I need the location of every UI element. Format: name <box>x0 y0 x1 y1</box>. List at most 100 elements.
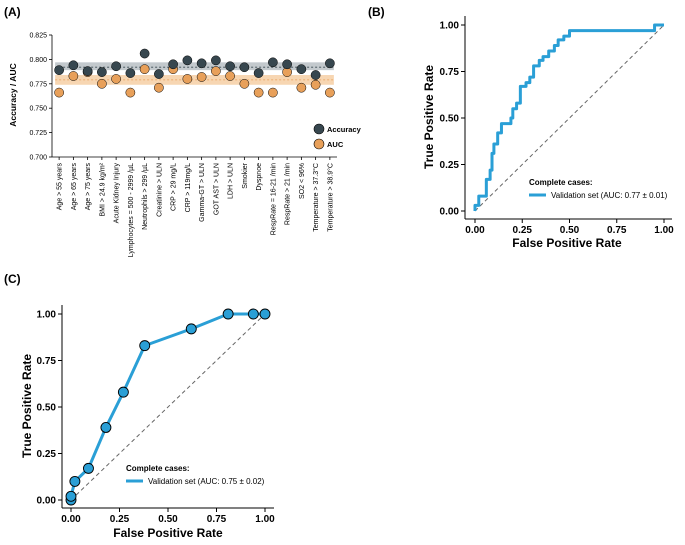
panel-a-point-accuracy <box>211 55 221 66</box>
panel-a-xtick-label: Temperature > 38.9°C <box>326 163 334 232</box>
roc-ytick-label: 0.00 <box>37 496 57 507</box>
panel-a-point-accuracy <box>168 59 178 70</box>
panel-a-point-auc <box>296 82 307 93</box>
roc-xtick-label: 0.25 <box>110 514 130 525</box>
roc-xtick-label: 0.00 <box>465 225 485 236</box>
panel-a-point-accuracy <box>182 55 193 66</box>
panel-a-point-auc <box>310 79 321 90</box>
roc-point <box>69 475 81 487</box>
panel-a-point-auc <box>54 87 64 98</box>
panel-a-point-auc <box>196 72 207 82</box>
panel-a-background <box>52 35 337 158</box>
panel-a-point-accuracy <box>111 61 121 72</box>
panel-a-point-accuracy <box>325 58 335 69</box>
panel-a-ytick-label: 0.700 <box>29 155 47 162</box>
panel-b-legend-entry: Validation set (AUC: 0.77 ± 0.01) <box>551 191 668 200</box>
panel-a-point-accuracy <box>68 60 79 71</box>
panel-a-xtick-label: Gamma-GT > ULN <box>199 163 206 222</box>
panel-a-xtick-label: RespRate = 16-21 /min <box>270 163 277 235</box>
panel-a-point-auc <box>182 74 193 84</box>
panel-b-roc-chart: 0.00 0.25 0.50 0.75 1.00 0.00 0.25 0.50 0.75 1.00… <box>422 16 674 250</box>
panel-a-point-accuracy <box>54 65 64 75</box>
legend-auc-label: AUC <box>327 140 344 149</box>
panel-a-point-auc <box>211 66 221 76</box>
panel-a-xtick-label: Lymphocytes = 500 - 2999 /µL <box>128 163 135 257</box>
panel-a-point-auc <box>125 87 136 98</box>
roc-xtick-label: 0.50 <box>158 514 178 525</box>
panel-a-point-auc <box>253 87 264 98</box>
panel-a-ytick-label: 0.825 <box>29 33 47 40</box>
panel-a-point-accuracy <box>196 58 207 69</box>
panel-c-legend-entry: Validation set (AUC: 0.75 ± 0.02) <box>148 477 265 486</box>
panel-a-xtick-label: GOT AST > ULN <box>213 163 220 215</box>
panel-c-legend: Complete cases: Validation set (AUC: 0.7… <box>126 464 265 486</box>
roc-ytick-label: 1.00 <box>440 21 460 32</box>
panel-a-xtick-label: Age > 55 years <box>57 163 64 211</box>
panel-a-point-accuracy <box>239 62 250 73</box>
roc-point <box>222 308 234 320</box>
panel-a-y-axis-title: Accuracy / AUC <box>8 63 18 126</box>
roc-xtick-label: 0.75 <box>607 225 627 236</box>
roc-xtick-label: 1.00 <box>255 514 275 525</box>
roc-ytick-label: 0.75 <box>37 356 57 367</box>
panel-c-ticks: 0.00 0.25 0.50 0.75 1.00 0.00 0.25 0.50 0.75 1.00 <box>37 310 276 526</box>
roc-point <box>259 308 271 320</box>
panel-a-point-auc <box>239 78 250 89</box>
panel-a-point-auc <box>97 78 107 89</box>
panel-a-point-accuracy <box>253 68 264 78</box>
panel-a-accuracy-auc-chart: Accuracy / AUC 0.700 0.725 0.750 0.775 0.800… <box>8 33 362 258</box>
panel-a-ytick-label: 0.725 <box>29 130 47 137</box>
roc-ytick-label: 0.50 <box>37 403 57 414</box>
roc-ytick-label: 1.00 <box>37 310 57 321</box>
panel-a-point-accuracy <box>282 59 292 70</box>
panel-a-point-auc <box>268 87 278 98</box>
panel-a-point-accuracy <box>97 67 107 77</box>
panel-a-xtick-label: BMI > 24.9 kg/m² <box>99 162 106 216</box>
panel-a-ytick-label: 0.775 <box>29 81 47 88</box>
panel-a-xtick-label: Dyspnoe <box>256 163 263 191</box>
panel-a-point-auc <box>139 64 150 75</box>
panel-a-legend: Accuracy AUC <box>313 123 362 150</box>
roc-ytick-label: 0.00 <box>440 207 460 218</box>
panel-c-y-axis-title: True Positive Rate <box>20 354 34 458</box>
panel-b-legend: Complete cases: Validation set (AUC: 0.7… <box>529 178 668 200</box>
roc-xtick-label: 0.75 <box>207 514 227 525</box>
panel-a-xtick-label: CRP > 29 mg/L <box>171 163 178 211</box>
panel-a-point-accuracy <box>139 48 150 59</box>
roc-point <box>65 490 77 502</box>
roc-point <box>139 340 151 352</box>
panel-a-xtick-label: Acute Kidney Injury <box>114 163 121 224</box>
panel-a-ytick-label: 0.800 <box>29 57 47 64</box>
roc-point <box>117 386 129 398</box>
panel-a-x-ticks: Age > 55 years Age > 65 years Age > 75 yea… <box>57 157 334 257</box>
roc-point <box>247 308 259 320</box>
panel-c-diagonal <box>70 313 266 501</box>
panel-a-xtick-label: RespRate > 21 /min <box>285 163 292 225</box>
panel-c-x-axis-title: False Positive Rate <box>113 526 223 540</box>
panel-a-point-accuracy <box>268 57 278 68</box>
roc-point <box>83 462 94 474</box>
panel-c-label: (C) <box>4 272 21 286</box>
panel-b-label: (B) <box>368 5 385 19</box>
panel-a-xtick-label: Age > 75 years <box>85 163 92 211</box>
roc-ytick-label: 0.75 <box>440 67 460 78</box>
panel-a-point-auc <box>225 71 235 81</box>
panel-b-legend-title: Complete cases: <box>529 178 593 187</box>
panel-a-point-accuracy <box>296 64 307 75</box>
panel-a-ribbon-accuracy <box>55 62 334 71</box>
roc-ytick-label: 0.25 <box>37 449 57 460</box>
roc-point <box>100 422 112 433</box>
panel-a-points <box>54 48 335 98</box>
panel-a-point-accuracy <box>125 68 136 78</box>
panel-a-point-auc <box>68 71 79 81</box>
roc-xtick-label: 1.00 <box>654 225 674 236</box>
panel-a-point-accuracy <box>310 70 321 80</box>
panel-a-point-auc <box>154 82 164 93</box>
panel-a-xtick-label: CRP > 119mg/L <box>185 163 192 212</box>
panel-a-point-auc <box>111 74 121 84</box>
panel-a-point-accuracy <box>82 66 93 76</box>
panel-a-xtick-label: Smokier <box>242 162 249 188</box>
panel-a-point-accuracy <box>154 69 164 79</box>
roc-point <box>185 323 197 335</box>
